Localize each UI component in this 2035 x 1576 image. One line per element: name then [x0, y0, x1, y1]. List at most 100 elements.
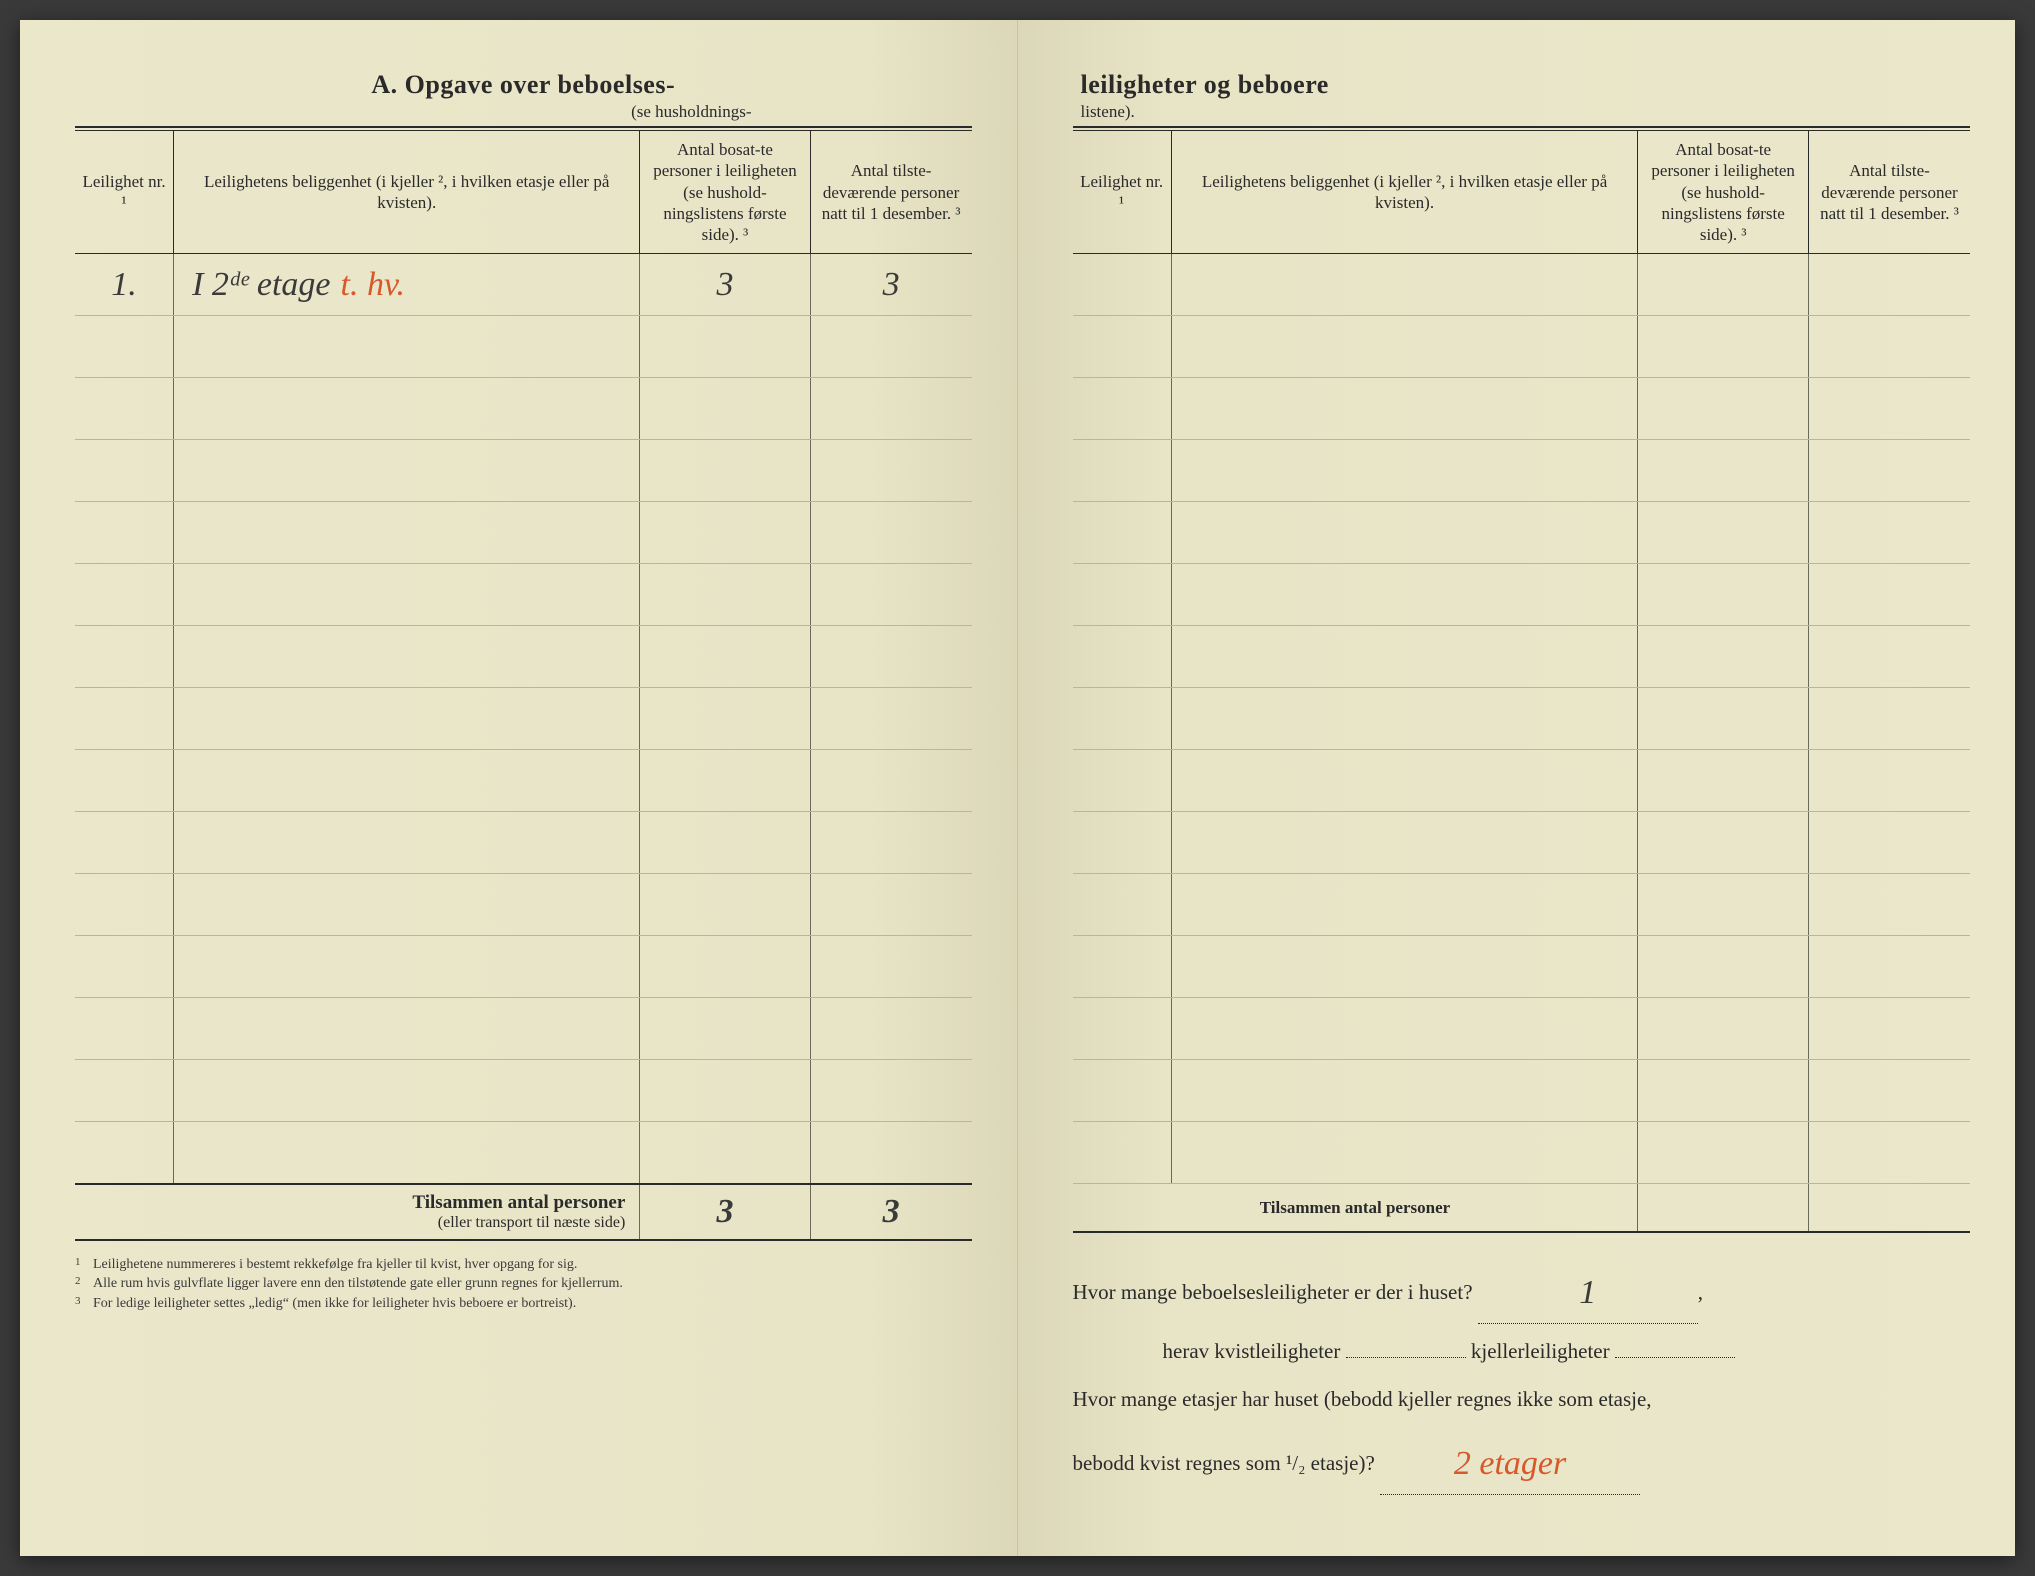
- cell-blank: [1638, 874, 1809, 936]
- cell-blank: [1073, 316, 1172, 378]
- footnotes: 1Leilighetene nummereres i bestemt rekke…: [75, 1255, 972, 1314]
- cell-p1: [640, 440, 810, 502]
- table-row: [1073, 936, 1971, 998]
- col-p1-header: Antal bosat-te personer i leiligheten (s…: [640, 131, 810, 254]
- cell-loc: [174, 1060, 640, 1122]
- left-page: A. Opgave over beboelses- (se husholdnin…: [20, 20, 1018, 1556]
- cell-blank: [1808, 440, 1970, 502]
- left-title: A. Opgave over beboelses-: [75, 70, 972, 100]
- cell-blank: [1808, 936, 1970, 998]
- table-row: [1073, 1060, 1971, 1122]
- cell-p2: [810, 1060, 971, 1122]
- cell-nr: [75, 316, 174, 378]
- left-totals-p2: 3: [810, 1184, 971, 1240]
- cell-blank: [1171, 254, 1638, 316]
- table-row: [1073, 502, 1971, 564]
- table-row: 1.I 2ᵈᵉ etaget. hv.33: [75, 254, 972, 316]
- cell-blank: [1073, 564, 1172, 626]
- table-row: [1073, 812, 1971, 874]
- right-title: leiligheter og beboere: [1073, 70, 1971, 100]
- cell-blank: [1808, 1060, 1970, 1122]
- cell-blank: [1171, 874, 1638, 936]
- questions-block: Hvor mange beboelsesleiligheter er der i…: [1073, 1255, 1971, 1495]
- table-row: [75, 316, 972, 378]
- cell-blank: [1808, 688, 1970, 750]
- q1-text: Hvor mange beboelsesleiligheter er der i…: [1073, 1280, 1473, 1304]
- footnote-2: 2Alle rum hvis gulvflate ligger lavere e…: [75, 1274, 972, 1294]
- totals-sub-text: (eller transport til næste side): [85, 1214, 625, 1232]
- right-totals-p1: [1638, 1184, 1809, 1232]
- cell-loc: [174, 688, 640, 750]
- totals-p2-value: 3: [883, 1193, 900, 1230]
- cell-blank: [1638, 564, 1809, 626]
- footnote-3-text: For ledige leiligheter settes „ledig“ (m…: [93, 1294, 576, 1314]
- q3-answer: 2 etager: [1454, 1445, 1566, 1482]
- totals-p1-value: 3: [716, 1193, 733, 1230]
- footnote-2-text: Alle rum hvis gulvflate ligger lavere en…: [93, 1274, 623, 1294]
- cell-p2: [810, 1122, 971, 1184]
- cell-p2: [810, 936, 971, 998]
- cell-blank: [1171, 750, 1638, 812]
- table-row: [1073, 998, 1971, 1060]
- question-3b: bebodd kvist regnes som ¹/₂ etasje)? 2 e…: [1073, 1426, 1971, 1495]
- cell-nr: [75, 812, 174, 874]
- col-p1-header: Antal bosat-te personer i leiligheten (s…: [1638, 131, 1809, 254]
- cell-blank: [1638, 254, 1809, 316]
- cell-p1: [640, 502, 810, 564]
- table-row: [75, 998, 972, 1060]
- table-row: [75, 936, 972, 998]
- cell-nr: [75, 688, 174, 750]
- cell-p1: [640, 564, 810, 626]
- cell-blank: [1638, 502, 1809, 564]
- cell-nr: [75, 998, 174, 1060]
- footnote-1-text: Leilighetene nummereres i bestemt rekkef…: [93, 1255, 577, 1275]
- table-row: [1073, 440, 1971, 502]
- q2b-text: kjellerleiligheter: [1471, 1339, 1610, 1363]
- cell-loc: [174, 874, 640, 936]
- cell-blank: [1073, 936, 1172, 998]
- q2a-answer-field: [1346, 1357, 1466, 1358]
- col-loc-header: Leilighetens beliggenhet (i kjeller ², i…: [174, 131, 640, 254]
- left-subtitle: (se husholdnings-: [75, 102, 972, 122]
- document-spread: A. Opgave over beboelses- (se husholdnin…: [20, 20, 2015, 1556]
- cell-blank: [1808, 1122, 1970, 1184]
- right-subtitle: listene).: [1073, 102, 1971, 122]
- cell-blank: [1808, 626, 1970, 688]
- col-nr-header: Leilighet nr. ¹: [75, 131, 174, 254]
- cell-p1: [640, 998, 810, 1060]
- cell-blank: [1808, 316, 1970, 378]
- table-row: [75, 502, 972, 564]
- cell-loc: [174, 564, 640, 626]
- cell-blank: [1171, 998, 1638, 1060]
- cell-blank: [1073, 812, 1172, 874]
- cell-blank: [1171, 1122, 1638, 1184]
- footnote-1: 1Leilighetene nummereres i bestemt rekke…: [75, 1255, 972, 1275]
- table-row: [75, 688, 972, 750]
- cell-p2: [810, 688, 971, 750]
- cell-blank: [1638, 378, 1809, 440]
- cell-loc: I 2ᵈᵉ etaget. hv.: [174, 254, 640, 316]
- table-row: [1073, 750, 1971, 812]
- question-1: Hvor mange beboelsesleiligheter er der i…: [1073, 1255, 1971, 1324]
- table-row: [75, 1122, 972, 1184]
- cell-nr: [75, 750, 174, 812]
- right-table: Leilighet nr. ¹ Leilighetens beliggenhet…: [1073, 131, 1971, 1233]
- cell-loc: [174, 502, 640, 564]
- cell-nr: [75, 378, 174, 440]
- cell-p2: 3: [810, 254, 971, 316]
- cell-blank: [1171, 440, 1638, 502]
- cell-blank: [1073, 254, 1172, 316]
- cell-p1: [640, 750, 810, 812]
- cell-blank: [1638, 688, 1809, 750]
- table-row: [75, 874, 972, 936]
- cell-loc: [174, 998, 640, 1060]
- cell-blank: [1073, 874, 1172, 936]
- cell-blank: [1073, 688, 1172, 750]
- cell-p2: [810, 626, 971, 688]
- col-p2-header: Antal tilste-deværende personer natt til…: [1808, 131, 1970, 254]
- table-row: [75, 1060, 972, 1122]
- cell-nr: 1.: [75, 254, 174, 316]
- cell-blank: [1808, 998, 1970, 1060]
- cell-p1: [640, 1122, 810, 1184]
- cell-loc: [174, 378, 640, 440]
